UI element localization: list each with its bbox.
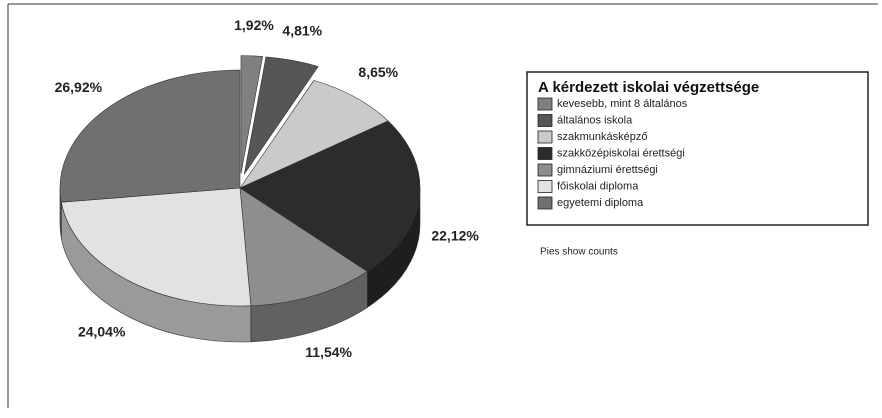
legend-swatch: [537, 97, 553, 111]
data-label: 24,04%: [78, 323, 126, 339]
legend-swatch: [537, 130, 553, 144]
slice: [59, 69, 241, 203]
legend-label: szakmunkásképző: [557, 131, 648, 143]
legend-label: egyetemi diploma: [557, 197, 644, 209]
data-label: 1,92%: [234, 17, 274, 33]
data-label: 26,92%: [55, 79, 103, 95]
legend-title: A kérdezett iskolai végzettsége: [538, 79, 759, 96]
legend: kevesebb, mint 8 általános általános isko…: [537, 97, 688, 210]
slice: [239, 120, 421, 272]
legend-swatch: [537, 114, 553, 127]
legend-label: kevesebb, mint 8 általános: [557, 98, 688, 110]
legend-label: szakközépiskolai érettségi: [557, 147, 685, 159]
legend-swatch: [537, 196, 553, 210]
legend-label: gimnáziumi érettségi: [557, 164, 658, 176]
slice: [60, 187, 252, 307]
legend-swatch: [537, 163, 553, 177]
legend-label: általános iskola: [557, 114, 633, 126]
legend-swatch: [537, 180, 553, 193]
slice: [240, 55, 263, 174]
data-label: 22,12%: [431, 227, 479, 243]
data-label: 8,65%: [358, 64, 398, 80]
legend-label: főiskolai diploma: [557, 180, 639, 192]
legend-box: [526, 71, 869, 226]
data-label: 4,81%: [282, 22, 322, 38]
note: Pies show counts: [540, 247, 618, 258]
slice: [239, 187, 368, 307]
slice: [244, 56, 319, 175]
slice: [239, 80, 389, 189]
pie: 1,92% 4,81% 8,65% 22,12% 11,54% 24,04% 26,92%: [55, 17, 480, 360]
data-label: 11,54%: [305, 344, 352, 360]
legend-swatch: [537, 147, 553, 160]
